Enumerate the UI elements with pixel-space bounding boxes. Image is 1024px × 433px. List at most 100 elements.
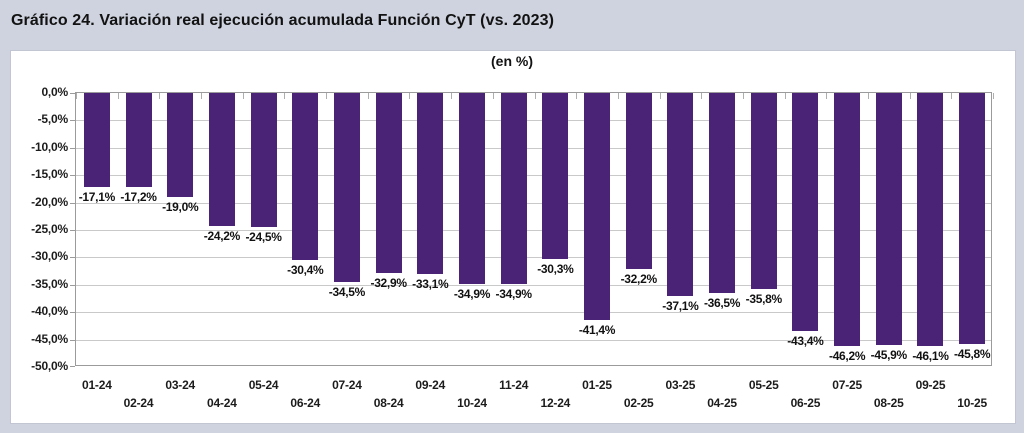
y-axis-label: -10,0%	[31, 140, 68, 154]
x-axis-label: 04-24	[207, 396, 237, 410]
y-axis-label: -45,0%	[31, 332, 68, 346]
x-axis-tick	[159, 93, 160, 99]
y-axis-label: -20,0%	[31, 195, 68, 209]
gridline	[76, 285, 991, 286]
bar	[667, 93, 694, 296]
bar-value-label: -34,5%	[328, 285, 366, 299]
gridline	[76, 148, 991, 149]
y-axis-tick	[70, 285, 75, 286]
bar	[584, 93, 611, 320]
chart-title: Gráfico 24. Variación real ejecución acu…	[11, 12, 555, 29]
y-axis-tick	[70, 257, 75, 258]
bar	[834, 93, 861, 346]
bar-value-label: -24,5%	[245, 230, 282, 244]
y-axis-label: -35,0%	[31, 277, 68, 291]
x-axis-tick	[576, 93, 577, 99]
bar	[250, 93, 277, 227]
gridline	[76, 120, 991, 121]
gridline	[76, 203, 991, 204]
x-axis-tick	[743, 93, 744, 99]
x-axis-label: 10-24	[457, 396, 487, 410]
bar	[458, 93, 485, 284]
x-axis-label: 10-25	[957, 396, 987, 410]
x-axis-label: 02-25	[623, 396, 654, 410]
y-axis-label: -15,0%	[31, 167, 68, 181]
x-axis-label: 09-24	[415, 378, 446, 392]
x-axis-tick	[910, 93, 911, 99]
bar-value-label: -30,3%	[537, 262, 574, 276]
x-axis-label: 05-25	[748, 378, 779, 392]
y-axis-tick	[70, 312, 75, 313]
y-axis-tick	[70, 340, 75, 341]
bar	[750, 93, 777, 289]
x-axis-tick	[368, 93, 369, 99]
bar-value-label: -45,8%	[954, 347, 991, 361]
x-axis-label: 01-25	[582, 378, 612, 392]
x-axis-label: 08-24	[373, 396, 404, 410]
gridline	[76, 175, 991, 176]
bar	[292, 93, 319, 260]
bar-value-label: -35,8%	[745, 292, 783, 306]
x-axis-label: 01-24	[81, 378, 112, 392]
bar	[333, 93, 360, 282]
x-axis-tick	[201, 93, 202, 99]
x-axis-label: 06-24	[290, 396, 321, 410]
plot-area: 0,0% -5,0% -10,0% -15,0% -20,0% -25,0% -30,0% -…	[31, 85, 994, 410]
y-axis-tick	[70, 120, 75, 121]
y-axis-tick	[70, 203, 75, 204]
x-axis-tick	[451, 93, 452, 99]
x-axis-tick	[493, 93, 494, 99]
x-axis-tick	[284, 93, 285, 99]
bar	[417, 93, 444, 274]
x-axis-tick	[951, 93, 952, 99]
bar-value-label: -36,5%	[703, 296, 741, 310]
x-axis-tick	[660, 93, 661, 99]
bar-value-label: -32,2%	[620, 272, 658, 286]
gridline	[76, 257, 991, 258]
bar	[542, 93, 569, 259]
bar	[959, 93, 986, 344]
x-axis-label: 03-24	[165, 378, 196, 392]
y-axis-label: -50,0%	[31, 359, 68, 373]
bar-value-label: -45,9%	[870, 348, 908, 362]
y-axis-label: 0,0%	[41, 85, 68, 99]
gridline	[76, 340, 991, 341]
x-axis-label: 06-25	[790, 396, 821, 410]
x-axis-label: 05-24	[248, 378, 279, 392]
x-axis-tick	[326, 93, 327, 99]
y-axis-tick	[70, 175, 75, 176]
bar-value-label: -30,4%	[287, 263, 324, 277]
x-axis-tick	[618, 93, 619, 99]
bar	[83, 93, 110, 187]
bar	[208, 93, 235, 226]
x-axis-label: 08-25	[873, 396, 904, 410]
x-axis-tick	[118, 93, 119, 99]
x-axis-tick	[76, 93, 77, 99]
x-axis-label: 07-25	[832, 378, 862, 392]
bar-value-label: -46,1%	[912, 349, 949, 363]
bar	[375, 93, 402, 273]
bar-value-label: -34,9%	[453, 287, 491, 301]
x-axis-label: 02-24	[123, 396, 154, 410]
bar	[917, 93, 944, 346]
y-axis-label: -40,0%	[31, 304, 68, 318]
y-axis-label: -30,0%	[31, 249, 68, 263]
x-axis-label: 03-25	[665, 378, 696, 392]
x-axis-label: 07-24	[332, 378, 362, 392]
x-axis-tick	[535, 93, 536, 99]
bar-value-label: -24,2%	[203, 229, 241, 243]
x-axis-tick	[993, 93, 994, 99]
x-axis-tick	[785, 93, 786, 99]
x-axis-label: 04-25	[707, 396, 737, 410]
x-axis-label: 11-24	[499, 378, 529, 392]
x-axis-label: 09-25	[915, 378, 946, 392]
bar-value-label: -41,4%	[578, 323, 616, 337]
bar	[875, 93, 902, 345]
x-axis-tick	[243, 93, 244, 99]
y-axis-tick	[70, 230, 75, 231]
y-axis-tick	[70, 93, 75, 94]
x-axis-label: 12-24	[540, 396, 571, 410]
y-axis-label: -5,0%	[37, 112, 69, 126]
bar	[709, 93, 736, 293]
